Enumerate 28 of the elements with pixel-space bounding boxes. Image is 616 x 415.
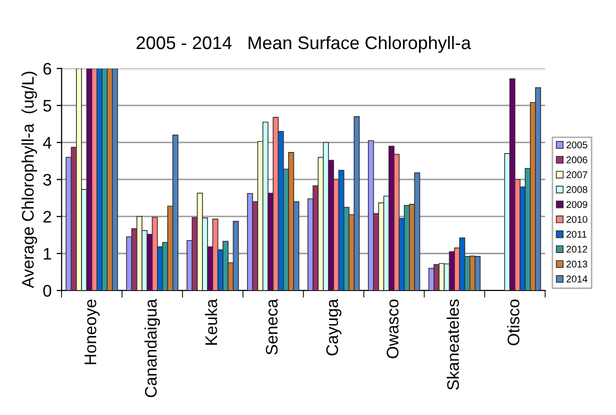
legend-label: 2006 <box>566 156 588 164</box>
x-tick-label: Owasco <box>386 300 399 358</box>
x-tick-label: Keuka <box>204 298 218 345</box>
legend-label: 2009 <box>566 201 588 208</box>
x-tick-label: Canandaigua <box>144 298 160 398</box>
x-tick-label: Seneca <box>266 298 278 355</box>
legend-label: 2014 <box>566 276 588 282</box>
y-tick-label: 5 <box>43 100 52 112</box>
legend-label: 2010 <box>566 216 588 223</box>
y-axis-title: Average Chlorophyll-a (ug/L) <box>22 72 38 288</box>
bar <box>368 140 374 290</box>
x-tick-label: Otisco <box>507 300 520 346</box>
x-tick-label: Cayuga <box>326 298 342 356</box>
x-tick-label: Honeoye <box>84 300 100 364</box>
y-tick-label: 4 <box>42 137 52 149</box>
y-tick-label: 6 <box>43 62 52 75</box>
chart-title: 2005 - 2014 Mean Surface Chlorophyll-a <box>136 36 472 53</box>
legend-label: 2008 <box>566 186 588 194</box>
legend-label: 2007 <box>566 171 588 178</box>
legend-label: 2005 <box>566 141 588 148</box>
y-tick-label: 0 <box>43 284 52 297</box>
y-tick-label: 3 <box>43 174 52 186</box>
y-tick-label: 2 <box>43 210 52 223</box>
x-tick-label: Skaneateles <box>446 299 459 390</box>
legend-label: 2012 <box>566 246 588 253</box>
y-tick-label: 1 <box>44 248 52 260</box>
legend-label: 2013 <box>566 260 588 268</box>
legend-label: 2011 <box>566 230 586 238</box>
